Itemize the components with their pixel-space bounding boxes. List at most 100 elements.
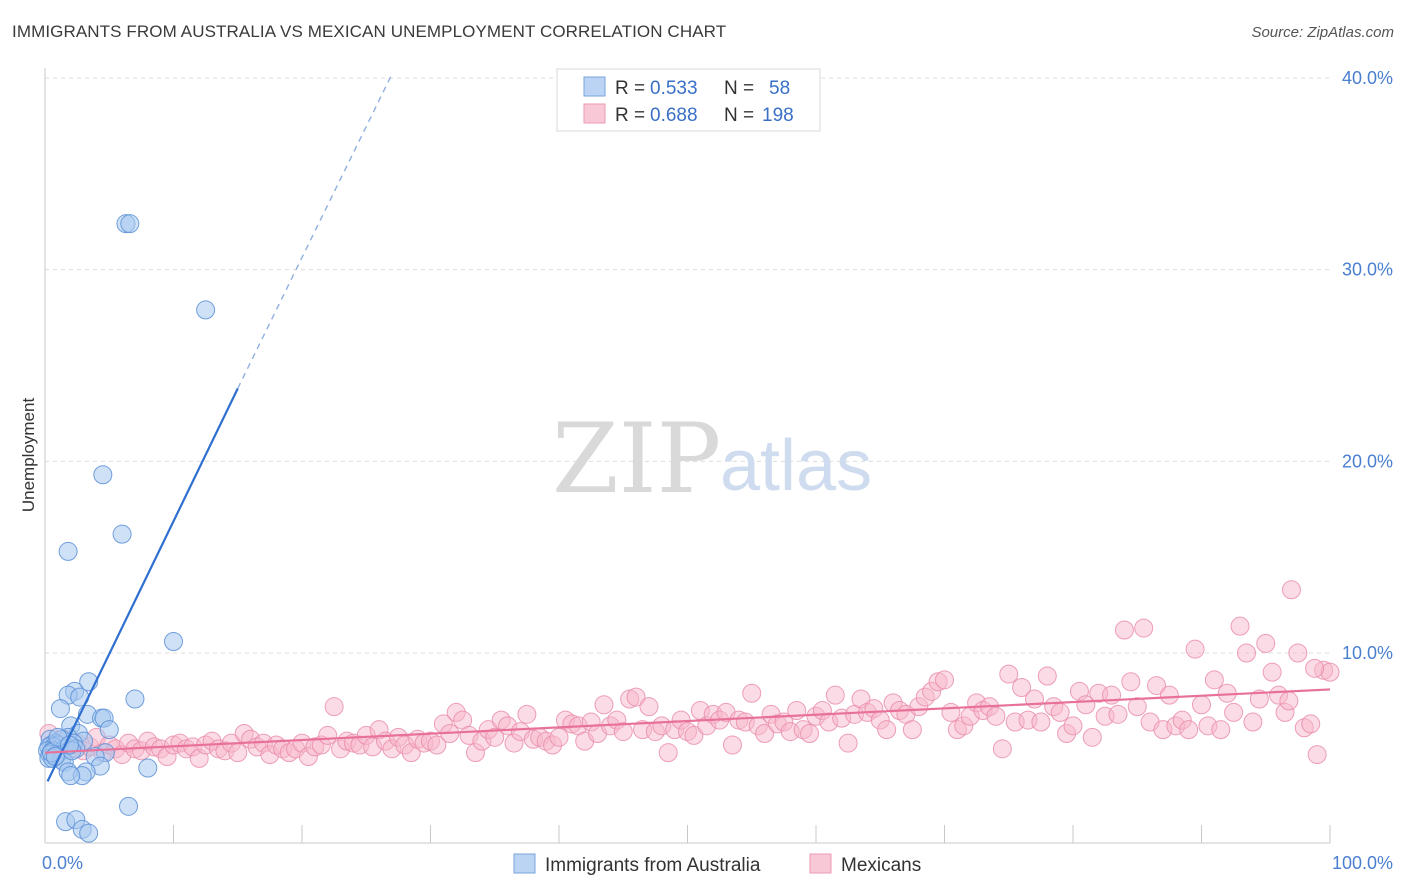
- axes-layer: 10.0% 20.0% 30.0% 40.0% 0.0% 100.0%: [42, 68, 1393, 873]
- legend-r-label-1: R =: [615, 78, 645, 99]
- australia-point: [112, 524, 132, 544]
- mexicans-point: [825, 685, 845, 705]
- australia-trend-extension: [237, 73, 393, 389]
- mexicans-point: [549, 727, 569, 747]
- mexicans-point: [1305, 658, 1325, 678]
- legend-n-label-2: N =: [724, 105, 754, 126]
- australia-point: [120, 214, 140, 234]
- mexicans-point: [1224, 702, 1244, 722]
- mexicans-point: [318, 725, 338, 745]
- watermark-zip: ZIP: [552, 403, 721, 515]
- mexicans-point: [1256, 633, 1276, 653]
- legend-r-value-2: 0.688: [650, 105, 698, 126]
- mexicans-point: [684, 725, 704, 745]
- australia-point: [99, 720, 119, 740]
- mexicans-point: [877, 720, 897, 740]
- y-tick-label-0: 10.0%: [1342, 643, 1393, 663]
- mexicans-point: [324, 697, 344, 717]
- trend-lines: [44, 73, 1331, 782]
- mexicans-point: [1012, 678, 1032, 697]
- legend-swatch-pink: [583, 103, 606, 124]
- bottom-legend-swatch-pink: [809, 853, 832, 874]
- mexicans-point: [228, 743, 248, 763]
- chart-title: IMMIGRANTS FROM AUSTRALIA VS MEXICAN UNE…: [12, 22, 727, 41]
- mexicans-point: [427, 735, 447, 755]
- mexicans-point: [1108, 704, 1128, 724]
- mexicans-trend-line: [44, 688, 1331, 754]
- mexicans-point: [1114, 620, 1134, 640]
- australia-point: [125, 689, 145, 709]
- source-credit: Source: ZipAtlas.com: [1251, 24, 1394, 41]
- mexicans-points: [39, 580, 1340, 768]
- bottom-legend-swatch-blue: [513, 853, 536, 874]
- legend-n-value-2: 198: [762, 105, 794, 126]
- watermark: ZIP atlas: [552, 403, 872, 515]
- mexicans-point: [755, 724, 775, 743]
- australia-point: [61, 766, 81, 786]
- x-tick-label-0: 0.0%: [42, 853, 83, 873]
- mexicans-point: [517, 704, 537, 724]
- x-tick-label-1: 100.0%: [1332, 853, 1393, 873]
- mexicans-point: [986, 706, 1006, 726]
- mexicans-point: [1134, 618, 1154, 638]
- mexicans-point: [1288, 643, 1308, 663]
- australia-trend-line: [46, 388, 239, 782]
- mexicans-point: [722, 735, 742, 755]
- mexicans-point: [999, 664, 1019, 684]
- watermark-atlas: atlas: [720, 426, 872, 506]
- australia-point: [58, 541, 78, 561]
- mexicans-point: [992, 739, 1012, 759]
- mexicans-point: [1147, 676, 1167, 696]
- mexicans-point: [1192, 695, 1211, 715]
- mexicans-point: [1211, 720, 1231, 740]
- bottom-legend-label-australia: Immigrants from Australia: [545, 855, 761, 876]
- legend-n-label-1: N =: [724, 78, 754, 99]
- mexicans-point: [1204, 670, 1224, 690]
- y-axis-title: Unemployment: [19, 398, 38, 513]
- mexicans-point: [1050, 702, 1070, 722]
- mexicans-point: [613, 722, 633, 742]
- mexicans-point: [594, 695, 614, 715]
- bottom-legend-label-mexicans: Mexicans: [841, 855, 921, 876]
- mexicans-point: [941, 702, 961, 722]
- mexicans-point: [1063, 716, 1083, 736]
- australia-point: [79, 823, 99, 843]
- mexicans-point: [1121, 672, 1141, 692]
- mexicans-point: [1082, 727, 1102, 747]
- mexicans-point: [742, 683, 762, 703]
- mexicans-point: [838, 733, 858, 753]
- mexicans-point: [639, 697, 659, 717]
- mexicans-point: [1230, 616, 1250, 636]
- australia-point: [50, 699, 70, 719]
- mexicans-point: [1249, 689, 1269, 709]
- australia-points: [38, 214, 216, 843]
- mexicans-point: [1281, 580, 1301, 600]
- mexicans-point: [800, 724, 820, 743]
- mexicans-point: [485, 727, 505, 747]
- mexicans-point: [626, 687, 646, 707]
- mexicans-point: [1307, 745, 1327, 765]
- legend-r-label-2: R =: [615, 105, 645, 126]
- legend-r-value-1: 0.533: [650, 78, 698, 99]
- mexicans-point: [1179, 720, 1199, 740]
- australia-point: [196, 300, 216, 320]
- y-tick-label-3: 40.0%: [1342, 68, 1393, 88]
- mexicans-point: [1279, 691, 1299, 711]
- mexicans-point: [1236, 643, 1256, 663]
- bottom-legend: Immigrants from Australia Mexicans: [513, 853, 921, 876]
- australia-point: [164, 632, 183, 651]
- grid-layer: [45, 77, 1330, 654]
- legend-n-value-1: 58: [769, 78, 790, 99]
- australia-point: [138, 758, 158, 778]
- mexicans-point: [1262, 662, 1282, 682]
- mexicans-point: [935, 670, 954, 690]
- y-tick-label-2: 30.0%: [1342, 260, 1393, 280]
- mexicans-point: [1037, 666, 1057, 686]
- legend: R = 0.533 N = 58 R = 0.688 N = 198: [556, 68, 821, 132]
- legend-swatch-blue: [583, 76, 606, 97]
- y-tick-label-1: 20.0%: [1342, 451, 1393, 471]
- mexicans-point: [902, 720, 922, 740]
- australia-point: [93, 465, 113, 485]
- australia-point: [119, 796, 139, 816]
